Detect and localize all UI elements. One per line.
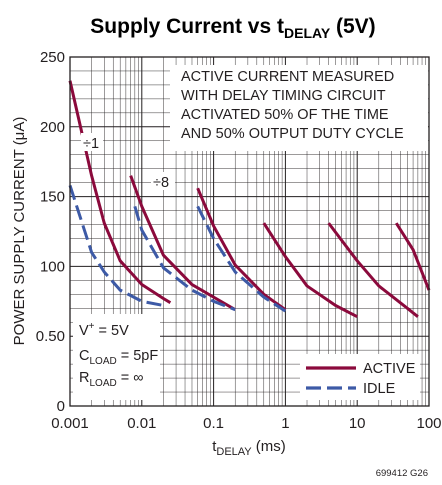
note-line-4: AND 50% OUTPUT DUTY CYCLE — [181, 126, 404, 142]
x-tick-label: 0.001 — [51, 415, 89, 432]
x-axis-ticks: 0.001 0.01 0.1 1 10 100 — [51, 415, 441, 432]
series-active-line — [327, 222, 419, 318]
y-tick-label: 150 — [40, 189, 65, 206]
legend-box — [300, 354, 420, 400]
series-active-line — [262, 222, 358, 318]
y-axis-label: POWER SUPPLY CURRENT (μA) — [11, 117, 28, 346]
note-line-3: ACTIVATED 50% OF THE TIME — [181, 107, 389, 123]
y-axis-ticks: 0 0.50 100 150 200 250 — [36, 49, 65, 415]
chart-title-suffix: (5V) — [330, 15, 376, 38]
chart-title-main: Supply Current vs t — [90, 15, 284, 38]
series-idle-line — [133, 205, 236, 312]
x-tick-label: 10 — [349, 415, 366, 432]
note-text: ACTIVE CURRENT MEASURED WITH DELAY TIMIN… — [181, 69, 404, 142]
div1-label-bg — [81, 133, 103, 151]
chart-title-sub: DELAY — [284, 25, 331, 41]
condition-vplus: V+ = 5V — [79, 321, 129, 339]
div8-label-bg — [151, 172, 175, 190]
div8-label: ÷8 — [153, 175, 169, 191]
y-tick-label: 250 — [40, 49, 65, 66]
y-tick-label: 200 — [40, 119, 65, 136]
note-line-2: WITH DELAY TIMING CIRCUIT — [181, 88, 386, 104]
series-idle-line — [68, 184, 164, 307]
conditions-box — [73, 314, 160, 400]
x-tick-label: 0.1 — [203, 415, 224, 432]
y-tick-label: 0 — [57, 398, 65, 415]
legend-active-label: ACTIVE — [363, 361, 416, 377]
note-line-1: ACTIVE CURRENT MEASURED — [181, 69, 394, 85]
series-active-line — [394, 222, 431, 291]
chart-title: Supply Current vs tDELAY (5V) — [90, 15, 375, 41]
condition-cload: CLOAD = 5pF — [79, 348, 158, 367]
plot-frame — [69, 56, 430, 407]
data-series — [68, 80, 431, 318]
condition-rload: RLOAD = ∞ — [79, 370, 144, 389]
x-tick-label: 0.01 — [127, 415, 156, 432]
series-active-line — [129, 175, 236, 311]
y-tick-label: 0.50 — [36, 328, 65, 345]
legend-idle-label: IDLE — [363, 381, 396, 397]
legend: ACTIVE IDLE — [306, 361, 416, 397]
div1-label: ÷1 — [83, 136, 99, 152]
series-idle-line — [196, 205, 287, 313]
x-axis-label: tDELAY (ms) — [212, 438, 286, 458]
series-active-line — [68, 80, 172, 304]
x-tick-label: 1 — [281, 415, 289, 432]
note-box — [170, 65, 428, 151]
x-tick-label: 100 — [416, 415, 441, 432]
y-tick-label: 100 — [40, 258, 65, 275]
figure-code: 699412 G26 — [376, 468, 428, 479]
series-active-line — [196, 187, 287, 311]
